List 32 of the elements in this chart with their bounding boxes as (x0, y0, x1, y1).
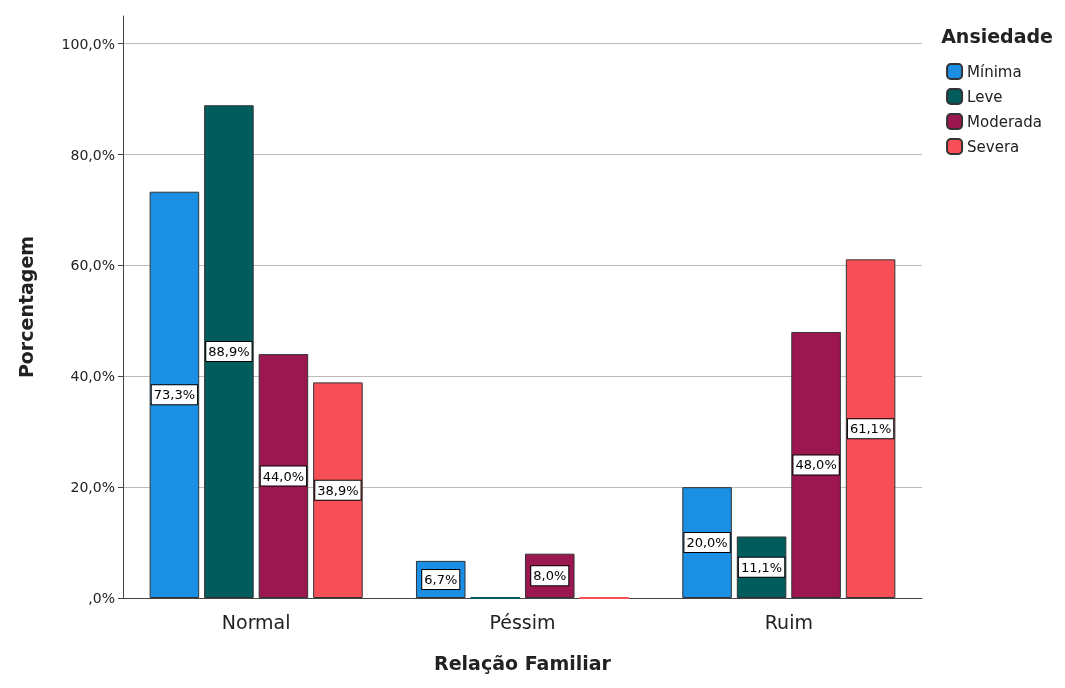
data-label: 20,0% (686, 535, 728, 551)
data-label: 11,1% (740, 559, 783, 575)
data-label: 38,9% (317, 482, 359, 498)
x-tick-label: Normal (221, 610, 291, 633)
y-tick-label: 40,0% (70, 368, 115, 385)
x-axis-title: Relação Familiar (434, 651, 612, 674)
data-label: 6,7% (424, 571, 458, 587)
y-tick-label: 20,0% (70, 479, 115, 496)
bar (791, 331, 841, 598)
data-label: 48,0% (795, 457, 837, 473)
bar (845, 259, 896, 598)
bar (149, 191, 200, 598)
legend-label: Severa (967, 137, 1020, 156)
x-tick-label: Péssim (489, 610, 556, 633)
legend-label: Moderada (967, 112, 1043, 131)
data-label: 73,3% (153, 387, 196, 403)
legend-label: Mínima (967, 62, 1022, 81)
y-tick-label: 80,0% (70, 146, 115, 163)
legend-label: Leve (967, 87, 1003, 106)
legend-title: Ansiedade (941, 24, 1054, 47)
x-tick-label: Ruim (764, 610, 813, 633)
bar (313, 382, 363, 598)
data-label: 88,9% (208, 344, 250, 360)
data-label: 61,1% (849, 421, 892, 437)
y-tick-label: 60,0% (70, 257, 115, 274)
y-tick-label: 100,0% (61, 35, 115, 52)
y-axis-title: Porcentagem (14, 235, 37, 379)
bar (204, 105, 254, 598)
y-tick-label: ,0% (88, 590, 115, 606)
data-label: 8,0% (533, 568, 567, 584)
bar (258, 354, 309, 598)
data-label: 44,0% (262, 468, 305, 484)
